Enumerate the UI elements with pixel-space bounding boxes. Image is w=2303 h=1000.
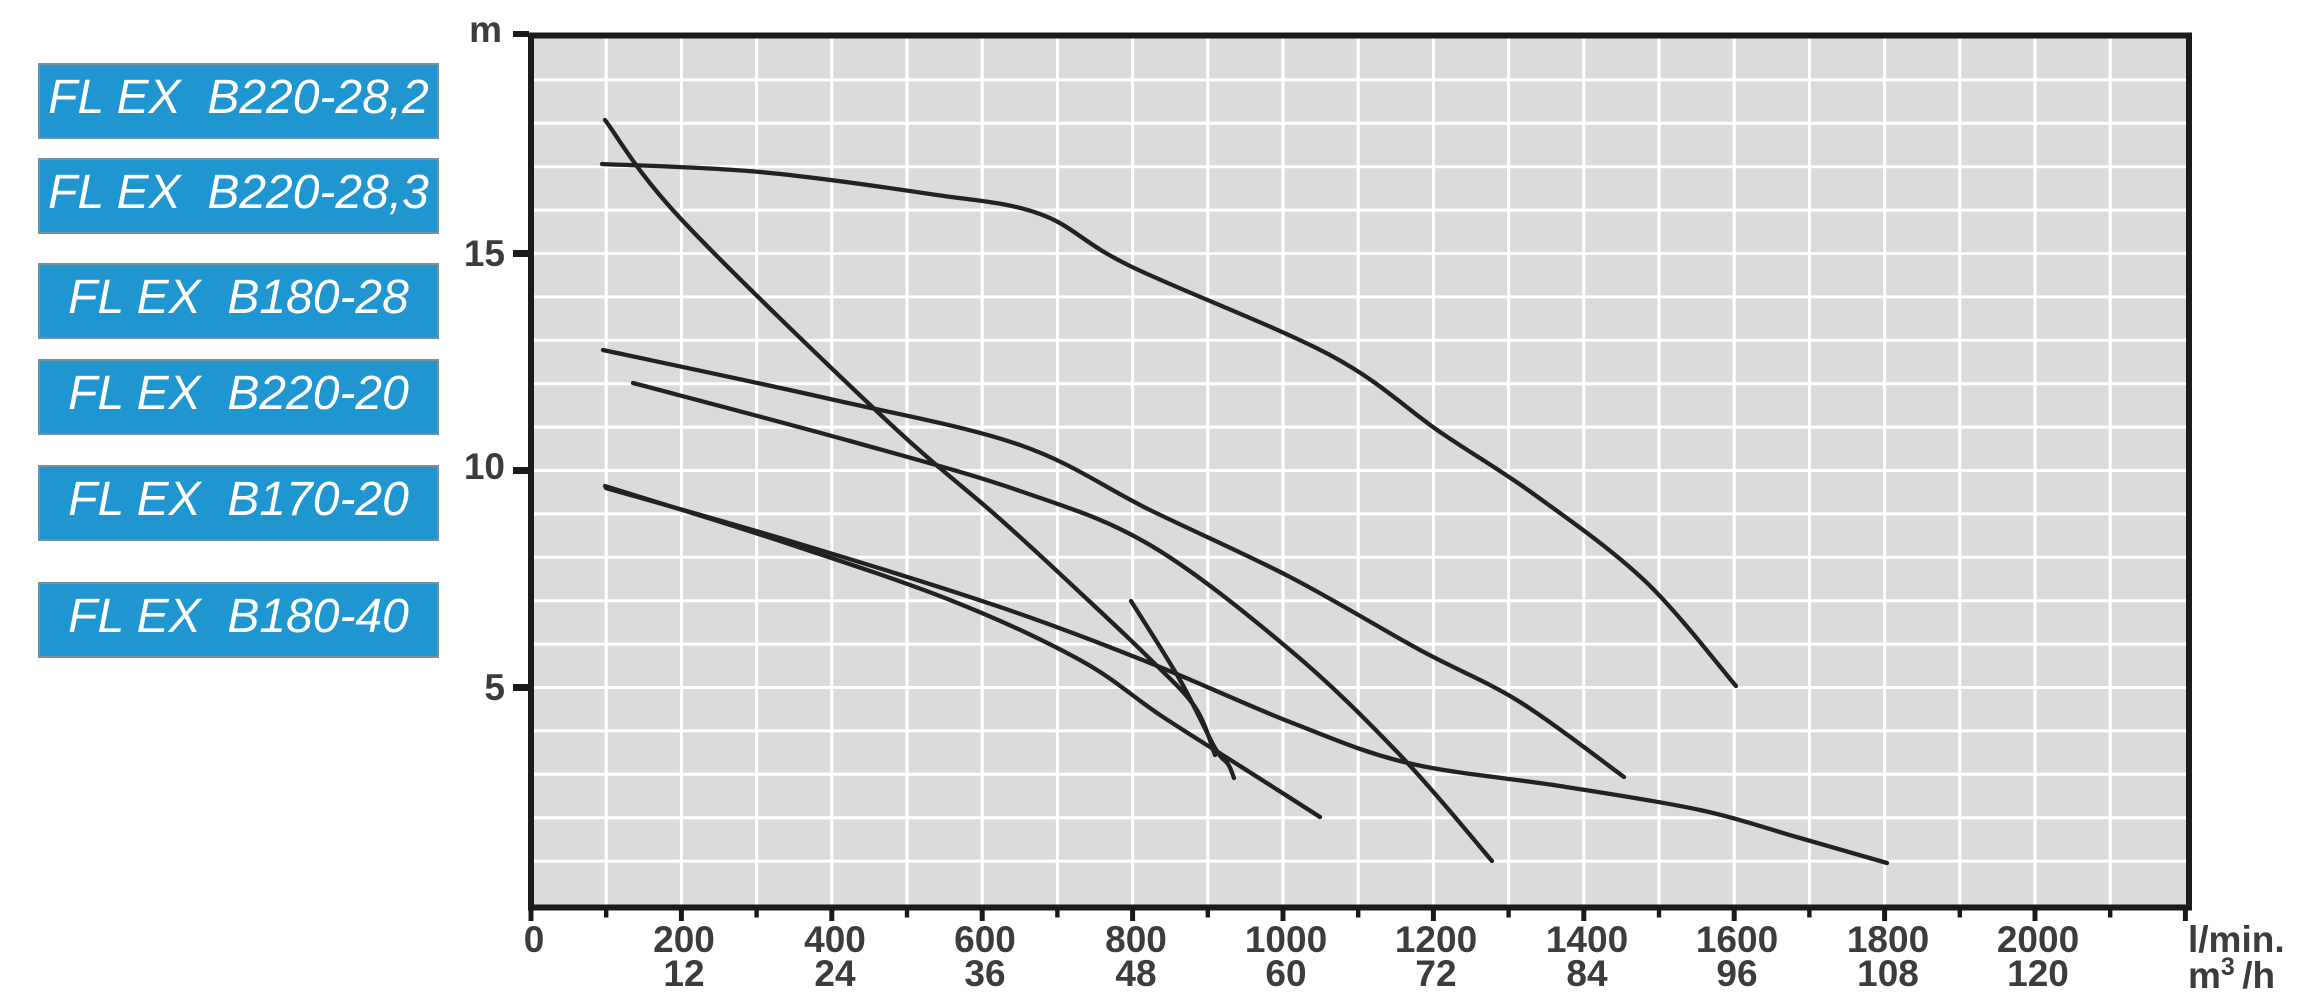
svg-text:m: m [469, 9, 502, 50]
svg-text:1600: 1600 [1696, 919, 1778, 960]
svg-text:72: 72 [1415, 953, 1456, 994]
svg-text:84: 84 [1566, 953, 1608, 994]
svg-text:96: 96 [1716, 953, 1757, 994]
svg-text:l/min.: l/min. [2188, 919, 2285, 960]
svg-text:12: 12 [663, 953, 704, 994]
svg-text:1000: 1000 [1245, 919, 1327, 960]
svg-text:36: 36 [964, 953, 1005, 994]
svg-text:2000: 2000 [1997, 919, 2079, 960]
svg-text:1200: 1200 [1395, 919, 1477, 960]
svg-text:1400: 1400 [1546, 919, 1628, 960]
svg-text:48: 48 [1115, 953, 1156, 994]
svg-text:1800: 1800 [1847, 919, 1929, 960]
svg-text:m3 /h: m3 /h [2188, 953, 2275, 996]
svg-text:5: 5 [484, 667, 505, 708]
svg-text:600: 600 [954, 919, 1016, 960]
svg-text:24: 24 [814, 953, 856, 994]
svg-text:400: 400 [804, 919, 866, 960]
svg-text:120: 120 [2007, 953, 2069, 994]
svg-text:10: 10 [464, 446, 505, 487]
svg-text:800: 800 [1105, 919, 1167, 960]
svg-text:15: 15 [464, 233, 505, 274]
svg-text:0: 0 [524, 919, 545, 960]
svg-text:200: 200 [653, 919, 715, 960]
svg-text:60: 60 [1265, 953, 1306, 994]
svg-text:108: 108 [1857, 953, 1919, 994]
